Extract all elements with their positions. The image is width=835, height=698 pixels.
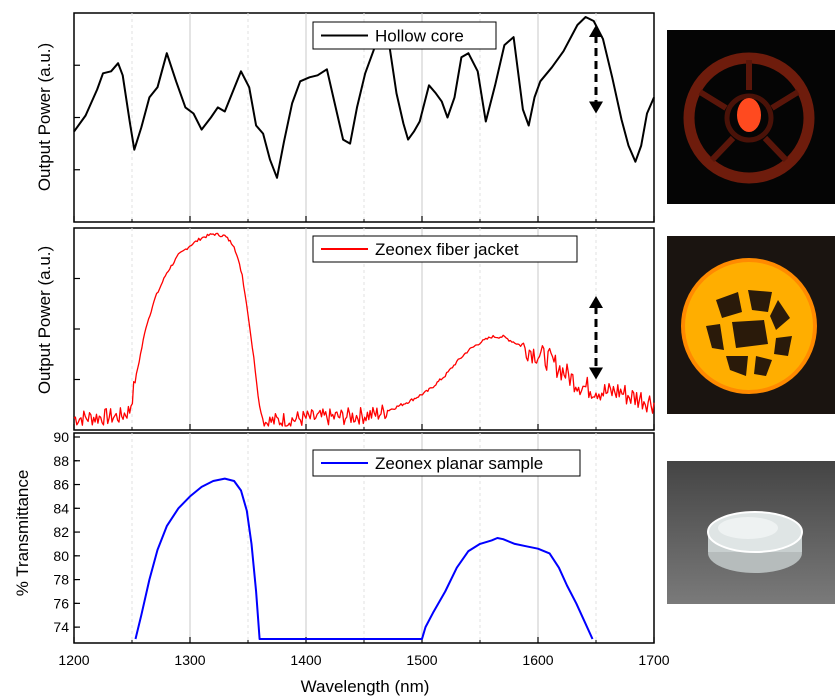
legend-label: Hollow core xyxy=(375,27,464,46)
y-axis-label-top: Output Power (a.u.) xyxy=(35,43,54,191)
x-tick-label: 1300 xyxy=(174,652,205,668)
y-tick-label: 78 xyxy=(53,572,69,588)
panel-planar-sample: 74 76 78 80 82 84 86 88 90 Zeonex planar sample xyxy=(53,429,655,644)
y-tick-label: 80 xyxy=(53,548,69,564)
arrowhead-down xyxy=(589,367,603,380)
x-tick-label: 1600 xyxy=(522,652,553,668)
x-axis-label: Wavelength (nm) xyxy=(301,677,430,696)
x-tick-label: 1400 xyxy=(290,652,321,668)
planar-sample-photo xyxy=(667,461,835,604)
arrowhead-up xyxy=(589,25,603,38)
arrowhead-up xyxy=(589,296,603,309)
y-tick-label: 76 xyxy=(53,595,69,611)
y-tick-label: 90 xyxy=(53,429,69,445)
y-axis-label-middle: Output Power (a.u.) xyxy=(35,246,54,394)
x-tick-label: 1500 xyxy=(406,652,437,668)
y-tick-label: 86 xyxy=(53,477,69,493)
legend-label: Zeonex fiber jacket xyxy=(375,240,519,259)
y-tick-label: 82 xyxy=(53,524,69,540)
x-tick-label: 1200 xyxy=(58,652,89,668)
arrowhead-down xyxy=(589,101,603,114)
legend-label: Zeonex planar sample xyxy=(375,454,543,473)
series-line xyxy=(134,477,594,640)
hollow-core-mode-photo xyxy=(667,30,835,204)
panel-hollow-core: Hollow core xyxy=(73,12,655,223)
y-tick-label: 88 xyxy=(53,453,69,469)
series-line xyxy=(73,232,655,427)
x-tick-label: 1700 xyxy=(638,652,669,668)
y-tick-label: 74 xyxy=(53,619,69,635)
y-tick-label: 84 xyxy=(53,500,69,516)
y-axis-label-bottom: % Transmittance xyxy=(13,470,32,597)
fiber-jacket-mode-photo xyxy=(667,236,835,414)
series-line xyxy=(73,16,655,179)
panel-fiber-jacket: Zeonex fiber jacket xyxy=(73,227,655,431)
